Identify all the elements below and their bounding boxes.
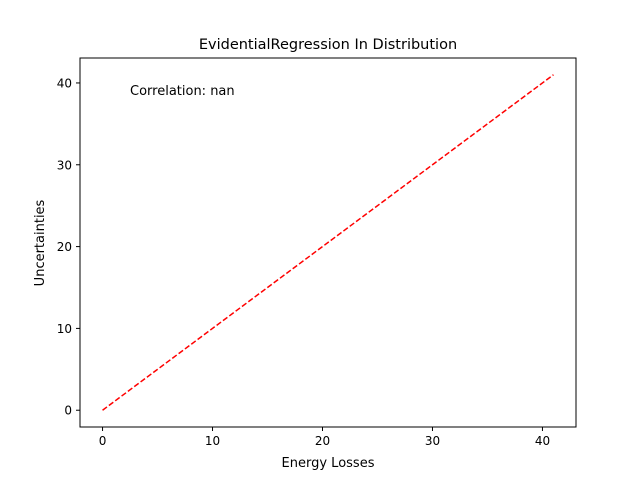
y-tick-label: 0 <box>64 404 72 418</box>
y-axis-label: Uncertainties <box>33 199 48 286</box>
x-tick-label: 20 <box>315 434 330 448</box>
plot-area-frame <box>79 57 577 428</box>
x-tick-label: 0 <box>99 434 107 448</box>
x-tick-label: 30 <box>425 434 440 448</box>
y-tick-label: 10 <box>57 322 72 336</box>
plot-marks <box>102 74 554 411</box>
x-tick-label: 10 <box>205 434 220 448</box>
chart-title: EvidentialRegression In Distribution <box>199 37 457 53</box>
x-tick-label: 40 <box>535 434 550 448</box>
series-line-0 <box>102 74 554 411</box>
x-axis-label: Energy Losses <box>282 456 375 471</box>
axis-ticks: 0 10 20 30 40 0 10 20 30 40 <box>57 76 550 448</box>
y-tick-label: 40 <box>57 76 72 90</box>
y-tick-label: 20 <box>57 240 72 254</box>
y-tick-label: 30 <box>57 158 72 172</box>
correlation-annotation: Correlation: nan <box>130 84 235 99</box>
